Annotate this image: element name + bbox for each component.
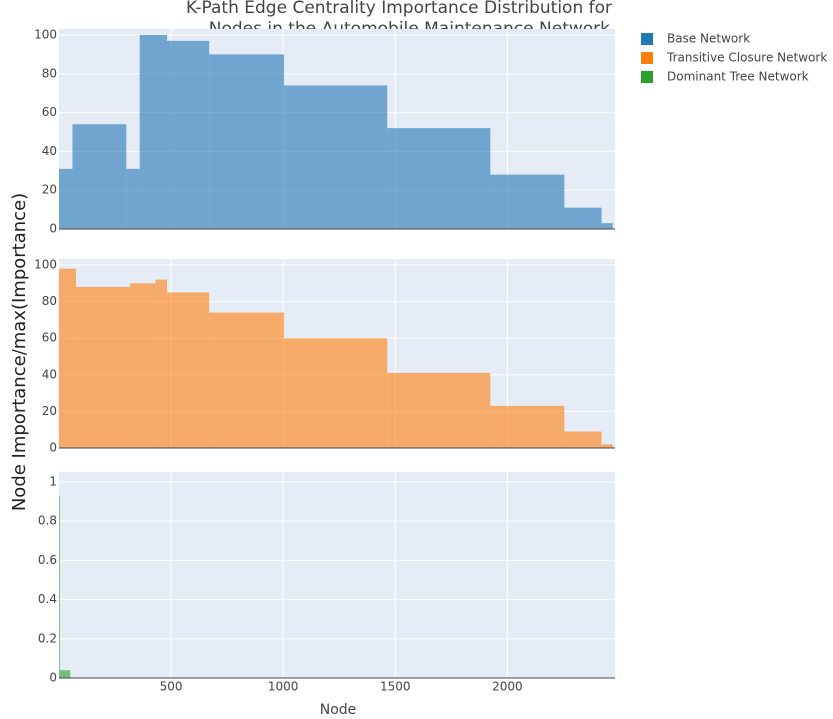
y-tick-label: 100 — [34, 258, 57, 272]
y-tick-label: 20 — [42, 404, 57, 418]
bar — [126, 168, 140, 229]
bar — [59, 268, 77, 448]
bar — [284, 85, 388, 229]
legend-label: Dominant Tree Network — [667, 70, 809, 84]
x-axis-title: Node — [320, 702, 357, 718]
y-tick-label: 1 — [49, 474, 57, 488]
bar — [209, 312, 285, 448]
bar — [387, 372, 491, 448]
y-tick-label: 40 — [42, 144, 57, 158]
bar — [76, 286, 131, 448]
y-tick-label: 20 — [42, 183, 57, 197]
bar — [59, 495, 60, 678]
x-tick-label: 500 — [160, 680, 183, 694]
y-tick-label: 60 — [42, 105, 57, 119]
y-tick-label: 0 — [49, 671, 57, 685]
y-tick-label: 40 — [42, 367, 57, 381]
bar — [155, 279, 168, 448]
y-tick-label: 0 — [49, 441, 57, 455]
y-tick-label: 0.4 — [38, 592, 57, 606]
y-tick-label: 100 — [34, 28, 57, 42]
bar — [72, 124, 127, 229]
legend-swatch — [641, 71, 653, 83]
chart-title: K-Path Edge Centrality Importance Distri… — [186, 0, 612, 18]
bar — [490, 405, 565, 448]
legend-label: Base Network — [667, 32, 750, 46]
bar — [167, 292, 210, 448]
bar — [59, 168, 73, 229]
bar — [490, 174, 565, 229]
bar — [284, 338, 388, 448]
legend-swatch — [641, 52, 653, 64]
x-tick-label: 1500 — [380, 680, 411, 694]
bar — [209, 54, 285, 230]
y-tick-label: 0.8 — [38, 514, 57, 528]
y-tick-label: 0.2 — [38, 631, 57, 645]
bar — [601, 223, 613, 229]
y-tick-label: 60 — [42, 331, 57, 345]
bar — [601, 444, 613, 448]
bar — [564, 207, 602, 229]
y-tick-label: 0 — [49, 222, 57, 236]
y-axis-title: Node Importance/max(Importance) — [9, 193, 30, 511]
bar — [387, 128, 491, 229]
bar — [59, 670, 71, 678]
bar — [139, 35, 168, 229]
y-tick-label: 80 — [42, 66, 57, 80]
bar — [564, 431, 602, 448]
legend-swatch — [641, 33, 653, 45]
bar — [130, 283, 156, 448]
x-tick-label: 2000 — [492, 680, 523, 694]
plot-area — [59, 472, 615, 678]
y-tick-label: 80 — [42, 294, 57, 308]
y-tick-label: 0.6 — [38, 553, 57, 567]
x-tick-label: 1000 — [268, 680, 299, 694]
bar — [167, 40, 210, 229]
legend-label: Transitive Closure Network — [666, 51, 827, 65]
